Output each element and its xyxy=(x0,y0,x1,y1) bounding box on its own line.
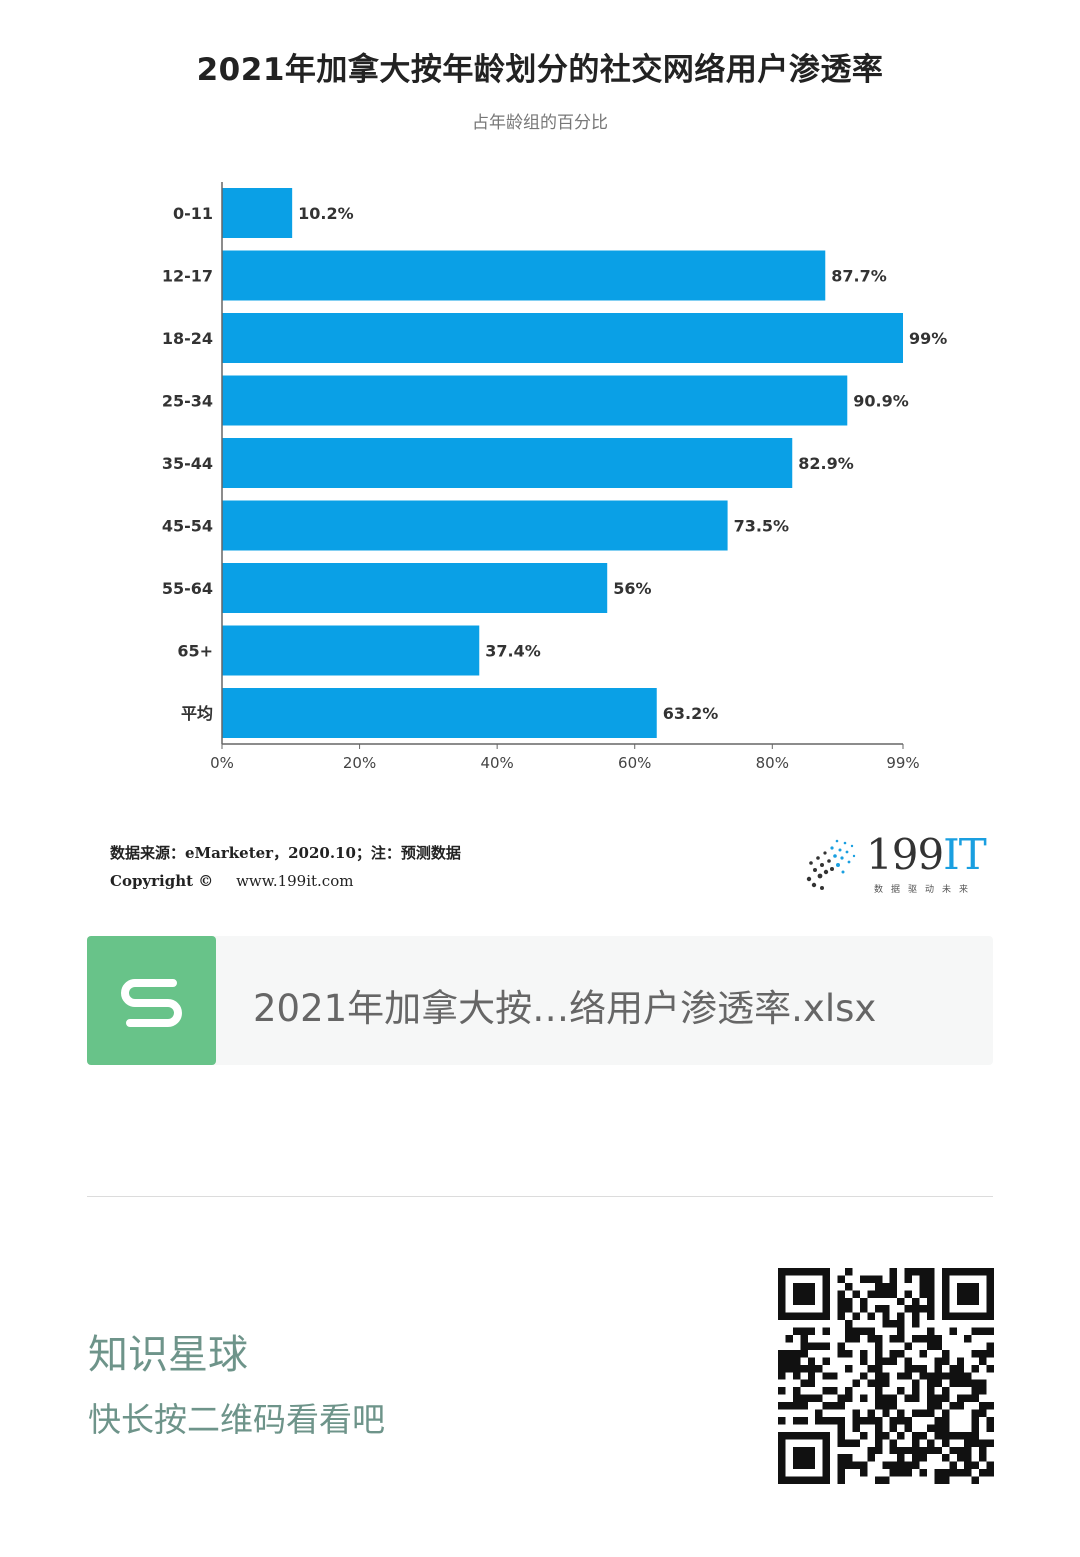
bar-2 xyxy=(222,313,903,363)
bar-6 xyxy=(222,563,608,613)
bar-0 xyxy=(222,188,293,238)
category-label-3: 25-34 xyxy=(162,392,213,411)
bar-3 xyxy=(222,375,848,426)
source-note: 数据来源：eMarketer，2020.10；注：预测数据 xyxy=(110,844,461,862)
logo-slogan: 数据驱动未来 xyxy=(874,885,977,895)
section-divider xyxy=(87,1196,993,1197)
value-label-2: 99% xyxy=(909,329,947,348)
category-label-4: 35-44 xyxy=(162,454,213,473)
value-label-5: 73.5% xyxy=(734,517,790,536)
bar-8 xyxy=(222,688,657,738)
bar-5 xyxy=(222,500,728,551)
category-label-1: 12-17 xyxy=(162,267,213,286)
qr-hint: 快长按二维码看看吧 xyxy=(88,1400,385,1439)
199it-logo: 199IT 数据驱动未来 xyxy=(798,830,988,900)
x-tick-label-2: 40% xyxy=(480,754,513,772)
x-tick-label-3: 60% xyxy=(618,754,651,772)
qr-code-icon[interactable] xyxy=(778,1268,994,1484)
copyright-url: www.199it.com xyxy=(236,872,354,890)
category-label-6: 55-64 xyxy=(162,579,213,598)
bar-4 xyxy=(222,438,793,488)
copyright-label: Copyright © xyxy=(110,872,214,890)
category-label-5: 45-54 xyxy=(162,517,213,536)
chart-title: 2021年加拿大按年龄划分的社交网络用户渗透率 xyxy=(196,52,884,88)
logo-wordmark: 199IT xyxy=(866,830,987,879)
copyright-note: Copyright © www.199it.com xyxy=(110,872,353,890)
category-label-2: 18-24 xyxy=(162,329,213,348)
x-tick-label-5: 99% xyxy=(886,754,919,772)
spreadsheet-file-icon xyxy=(87,936,216,1065)
x-tick-label-1: 20% xyxy=(343,754,376,772)
value-label-8: 63.2% xyxy=(663,704,719,723)
x-tick-label-0: 0% xyxy=(210,754,234,772)
category-label-0: 0-11 xyxy=(173,204,213,223)
labels-layer: 0-11 10.2% 12-17 87.7% 18-24 99% 25-34 90.9% 35-… xyxy=(162,204,947,723)
value-label-3: 90.9% xyxy=(853,392,909,411)
logo-letters: IT xyxy=(943,830,987,879)
bar-chart: 0-11 10.2% 12-17 87.7% 18-24 99% 25-34 90.9% 35-… xyxy=(162,182,947,772)
value-label-6: 56% xyxy=(613,579,651,598)
category-label-7: 65+ xyxy=(177,642,213,661)
category-label-8: 平均 xyxy=(181,704,213,723)
bar-7 xyxy=(222,625,480,676)
logo-digits: 199 xyxy=(866,830,944,879)
file-attachment-card[interactable]: 2021年加拿大按…络用户渗透率.xlsx xyxy=(87,936,993,1065)
brand-name: 知识星球 xyxy=(88,1332,248,1378)
value-label-1: 87.7% xyxy=(831,267,887,286)
ticks-layer: 0% 20% 40% 60% 80% 99% xyxy=(210,744,920,772)
value-label-4: 82.9% xyxy=(798,454,854,473)
bar-1 xyxy=(222,250,826,301)
logo-dots-icon xyxy=(806,839,856,890)
value-label-7: 37.4% xyxy=(485,642,541,661)
bars-layer xyxy=(222,188,903,738)
file-name: 2021年加拿大按…络用户渗透率.xlsx xyxy=(253,987,877,1030)
chart-subtitle: 占年龄组的百分比 xyxy=(472,113,608,133)
s-letter-icon xyxy=(121,979,182,1027)
x-tick-label-4: 80% xyxy=(756,754,789,772)
value-label-0: 10.2% xyxy=(298,204,354,223)
